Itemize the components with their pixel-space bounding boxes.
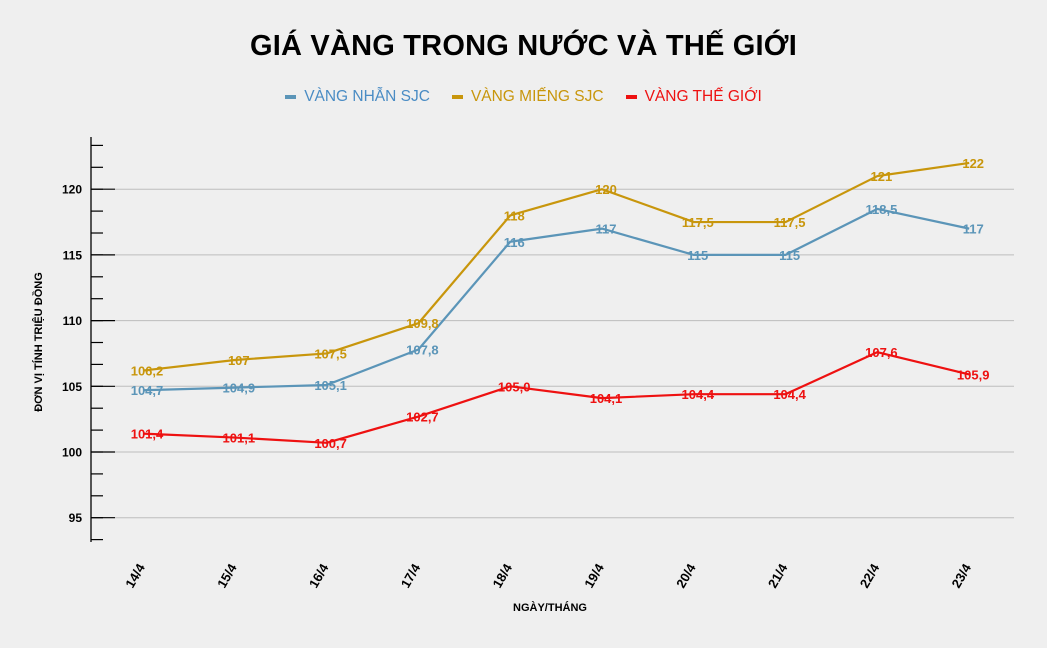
y-tick-label: 95 bbox=[69, 511, 83, 525]
data-label: 100,7 bbox=[314, 436, 347, 451]
x-tick-label: 17/4 bbox=[398, 560, 424, 590]
legend-label: VÀNG THẾ GIỚI bbox=[644, 88, 762, 105]
legend-swatch-icon bbox=[451, 95, 463, 99]
series-lines bbox=[142, 161, 970, 444]
chart-title: GIÁ VÀNG TRONG NƯỚC VÀ THẾ GIỚI bbox=[250, 30, 797, 62]
series-line bbox=[142, 161, 970, 372]
data-label: 104,4 bbox=[682, 387, 715, 402]
legend-item-vang-the-gioi: VÀNG THẾ GIỚI bbox=[625, 88, 762, 106]
y-tick-label: 100 bbox=[62, 446, 82, 460]
data-label: 102,7 bbox=[406, 410, 439, 425]
x-tick-label: 18/4 bbox=[489, 560, 515, 590]
data-label: 105,1 bbox=[314, 378, 347, 393]
y-axis: 95 100 105 110 115 120 bbox=[62, 137, 115, 542]
data-label: 106,2 bbox=[131, 364, 164, 379]
data-label: 104,4 bbox=[773, 387, 806, 402]
x-tick-label: 20/4 bbox=[673, 560, 699, 590]
x-axis-title: NGÀY/THÁNG bbox=[513, 602, 587, 614]
legend-label: VÀNG NHẪN SJC bbox=[304, 88, 430, 105]
data-label: 117 bbox=[596, 222, 617, 237]
data-label: 122 bbox=[962, 156, 984, 171]
data-label: 104,1 bbox=[590, 391, 623, 406]
data-label: 116 bbox=[504, 235, 525, 250]
data-label: 101,1 bbox=[223, 431, 256, 446]
series-line bbox=[142, 207, 970, 392]
data-label: 101,4 bbox=[131, 427, 164, 442]
data-label: 117 bbox=[963, 222, 984, 237]
data-label: 118 bbox=[504, 208, 525, 223]
legend-label: VÀNG MIẾNG SJC bbox=[470, 88, 604, 105]
data-label: 118,5 bbox=[865, 202, 897, 217]
data-label: 107,6 bbox=[865, 345, 898, 360]
legend-item-vang-mieng: VÀNG MIẾNG SJC bbox=[451, 88, 604, 106]
x-tick-label: 16/4 bbox=[306, 560, 332, 590]
legend-swatch-icon bbox=[285, 95, 297, 99]
x-tick-label: 14/4 bbox=[122, 560, 148, 590]
data-label: 104,9 bbox=[223, 381, 256, 396]
data-label: 105,0 bbox=[498, 379, 531, 394]
y-tick-label: 115 bbox=[63, 248, 83, 262]
x-tick-label: 23/4 bbox=[948, 560, 974, 590]
series-line bbox=[142, 351, 970, 444]
x-tick-label: 22/4 bbox=[857, 560, 883, 590]
y-tick-label: 105 bbox=[62, 380, 82, 394]
x-tick-label: 19/4 bbox=[581, 560, 607, 590]
y-tick-label: 110 bbox=[63, 314, 83, 328]
data-label: 104,7 bbox=[131, 383, 164, 398]
data-label: 115 bbox=[687, 248, 708, 263]
data-label: 115 bbox=[779, 248, 800, 263]
x-tick-label: 15/4 bbox=[214, 560, 240, 590]
data-label: 120 bbox=[595, 182, 617, 197]
data-label: 107,5 bbox=[314, 346, 347, 361]
legend-swatch-icon bbox=[625, 95, 637, 99]
data-label: 107 bbox=[228, 353, 250, 368]
data-label: 105,9 bbox=[957, 367, 990, 382]
data-labels: 104,7 104,9 105,1 107,8 116 117 115 115 118,5 117… bbox=[131, 156, 990, 451]
legend-item-vang-nhan: VÀNG NHẪN SJC bbox=[285, 88, 430, 106]
data-label: 117,5 bbox=[774, 215, 806, 230]
x-axis-ticks: 14/4 15/4 16/4 17/4 18/4 19/4 20/4 21/4 22/4 23/4 bbox=[122, 560, 974, 590]
legend: VÀNG NHẪN SJC VÀNG MIẾNG SJC VÀNG THẾ GI… bbox=[0, 88, 1047, 106]
data-label: 107,8 bbox=[406, 343, 439, 358]
y-axis-title: ĐƠN VỊ TÍNH TRIỆU ĐỒNG bbox=[33, 272, 45, 412]
data-label: 117,5 bbox=[682, 215, 714, 230]
y-tick-label: 120 bbox=[62, 183, 82, 197]
data-label: 109,8 bbox=[406, 316, 439, 331]
data-label: 121 bbox=[871, 169, 893, 184]
x-tick-label: 21/4 bbox=[765, 560, 791, 590]
